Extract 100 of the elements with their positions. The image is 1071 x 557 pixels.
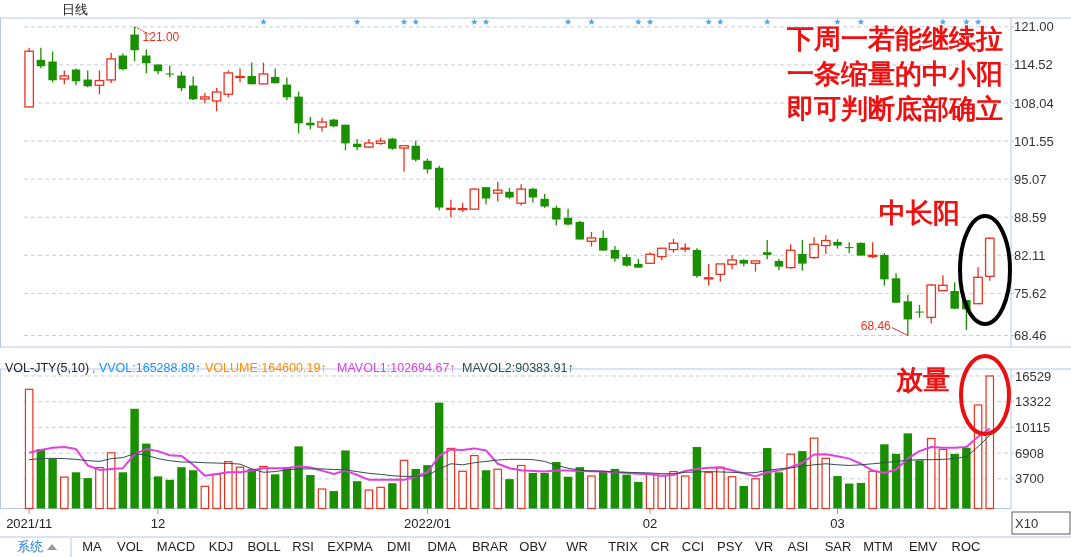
bar xyxy=(341,450,350,509)
text: CR xyxy=(650,539,670,554)
candlestick xyxy=(903,294,913,337)
bar xyxy=(774,472,784,509)
text: CCI xyxy=(681,539,705,554)
text: VR xyxy=(754,539,774,554)
y-tick-label: 101.55 xyxy=(1014,133,1054,149)
bar xyxy=(270,474,280,509)
bar xyxy=(985,375,995,510)
text: MAVOL1:102694.67↑ xyxy=(337,361,456,375)
bar xyxy=(856,482,866,509)
bar xyxy=(352,481,362,509)
candlestick xyxy=(411,140,420,163)
bar xyxy=(458,470,467,510)
x-tick-label: 02 xyxy=(642,516,658,531)
annotation: 中长阳 xyxy=(879,198,960,228)
y-tick-label: 114.52 xyxy=(1014,57,1053,73)
x-tick-label: 12 xyxy=(150,516,166,531)
candlestick xyxy=(235,67,245,83)
bar xyxy=(610,468,620,509)
bar xyxy=(903,433,913,509)
candlestick xyxy=(341,124,350,152)
bar xyxy=(833,476,842,509)
bar xyxy=(153,476,163,509)
candlestick xyxy=(809,236,819,260)
candlestick xyxy=(177,70,186,92)
bar xyxy=(177,467,186,509)
bar xyxy=(692,447,702,509)
text: VOL xyxy=(116,539,144,554)
candlestick xyxy=(469,187,480,210)
text: DMA xyxy=(427,539,457,554)
y-tick-label: 82.11 xyxy=(1014,247,1046,263)
text: WR xyxy=(566,539,588,554)
bar xyxy=(188,470,198,509)
bar xyxy=(423,465,432,509)
bar xyxy=(142,443,151,509)
bar xyxy=(845,483,854,509)
bar xyxy=(493,468,503,510)
y-tick-label: 16529 xyxy=(1015,368,1052,384)
text: ROC xyxy=(951,539,981,554)
candlestick xyxy=(762,239,772,260)
candlestick xyxy=(820,234,831,255)
bar xyxy=(376,486,385,510)
bar xyxy=(411,468,420,509)
candlestick xyxy=(223,69,234,98)
bar xyxy=(622,474,631,509)
candlestick xyxy=(563,208,573,227)
x-tick-label: 2021/11 xyxy=(6,516,53,531)
annotation: 121.00 xyxy=(142,29,180,44)
bar xyxy=(317,488,327,510)
bar xyxy=(247,468,256,509)
bar xyxy=(83,478,92,509)
candlestick xyxy=(575,220,584,241)
bar xyxy=(329,491,338,509)
text: RSI xyxy=(292,539,314,554)
bar xyxy=(540,472,549,509)
bar xyxy=(223,461,233,510)
y-tick-label: 95.07 xyxy=(1014,171,1047,187)
y-axis-title: X10 xyxy=(1015,516,1039,531)
candlestick xyxy=(399,145,409,173)
y-tick-label: 6908 xyxy=(1015,445,1044,461)
bar xyxy=(364,489,374,510)
bar xyxy=(657,475,667,510)
candlestick xyxy=(446,199,456,219)
text: DMI xyxy=(387,539,411,554)
text: MACD xyxy=(156,539,196,554)
text: SAR xyxy=(824,539,852,554)
bar xyxy=(481,470,491,509)
annotation: 一条缩量的中小阳 xyxy=(787,59,1003,89)
line-series xyxy=(28,434,991,477)
annotation: 下周一若能继续拉 xyxy=(786,24,1003,54)
y-tick-label: 3700 xyxy=(1015,471,1044,487)
candlestick xyxy=(950,281,959,310)
candlestick xyxy=(211,87,222,112)
text: PSY xyxy=(716,539,744,554)
y-tick-label: 68.46 xyxy=(1014,328,1047,344)
bar xyxy=(516,464,526,510)
candlestick xyxy=(200,92,210,104)
bar xyxy=(388,483,397,509)
candlestick xyxy=(598,229,608,252)
bar xyxy=(528,472,538,509)
candlestick xyxy=(48,50,57,83)
candlestick xyxy=(258,61,269,85)
bar xyxy=(680,475,690,510)
bar xyxy=(868,470,877,510)
bar xyxy=(950,453,959,509)
bar xyxy=(470,454,479,510)
bar xyxy=(798,451,807,509)
bar xyxy=(212,473,221,510)
line-series xyxy=(28,427,991,481)
bar xyxy=(48,458,57,509)
candlestick xyxy=(492,181,503,203)
text: BOLL xyxy=(247,539,281,554)
candlestick xyxy=(142,48,151,74)
text: EXPMA xyxy=(327,539,374,554)
bar xyxy=(552,462,561,509)
bar xyxy=(915,460,924,509)
bar xyxy=(880,444,889,509)
candlestick xyxy=(282,76,292,101)
annotation: , VVOL:165288.89↑ xyxy=(92,361,202,375)
